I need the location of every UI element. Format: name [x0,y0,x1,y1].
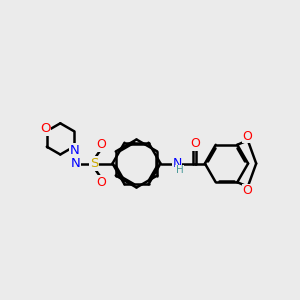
Text: O: O [97,138,106,152]
Text: N: N [71,157,81,170]
Text: O: O [97,176,106,189]
Text: O: O [190,137,200,150]
Text: O: O [242,130,252,142]
Text: O: O [242,184,252,197]
Text: N: N [172,157,182,170]
Text: H: H [176,165,183,175]
Text: O: O [40,122,50,135]
Text: S: S [90,157,98,170]
Text: N: N [70,144,79,157]
